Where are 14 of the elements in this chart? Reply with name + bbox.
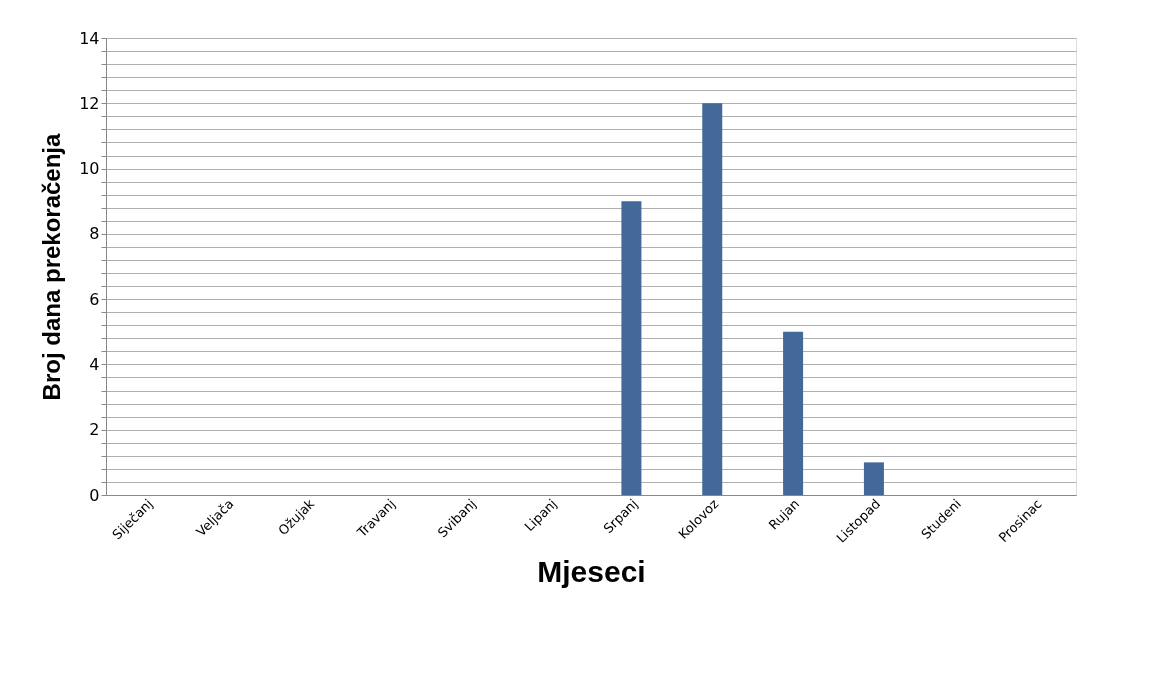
bar [621, 201, 642, 495]
y-tick-label: 10 [79, 159, 100, 179]
y-axis-title: Broj dana prekoračenja [38, 132, 66, 401]
y-tick-label: 4 [89, 354, 100, 374]
y-tick-label: 6 [89, 289, 100, 309]
bar [863, 462, 884, 495]
x-axis-title: Mjeseci [537, 554, 646, 588]
bar [783, 331, 804, 495]
y-tick-label: 8 [89, 224, 100, 244]
bar [702, 103, 723, 495]
y-tick-label: 12 [79, 93, 100, 113]
y-tick-label: 0 [89, 485, 100, 505]
y-tick-label: 14 [79, 28, 100, 48]
y-tick-label: 2 [89, 420, 100, 440]
